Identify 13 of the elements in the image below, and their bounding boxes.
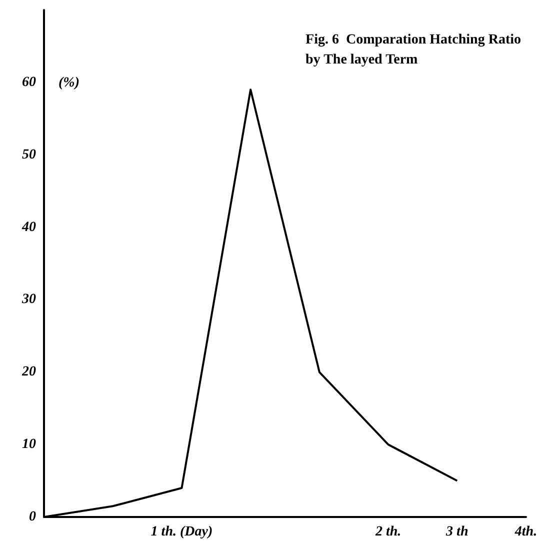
y-tick-label: 0 [29,510,36,524]
x-tick-label: 3 th [445,524,468,540]
y-tick-label: 50 [22,147,36,162]
y-axis-title: (%) [58,76,80,90]
y-tick-label: 20 [21,364,36,380]
x-tick-label: 2 th. [374,524,402,540]
y-tick-label: 30 [21,292,36,308]
x-tick-label: 4th. [514,524,538,540]
text: Fig. 6 Comparation Hatching Ratio by The layed Term [306,32,522,68]
y-tick-label: 60 [22,74,36,90]
y-tick-label: 40 [21,220,36,235]
x-tick-label: 1 th. (Day) [150,524,213,540]
y-tick-label: 10 [22,437,36,452]
